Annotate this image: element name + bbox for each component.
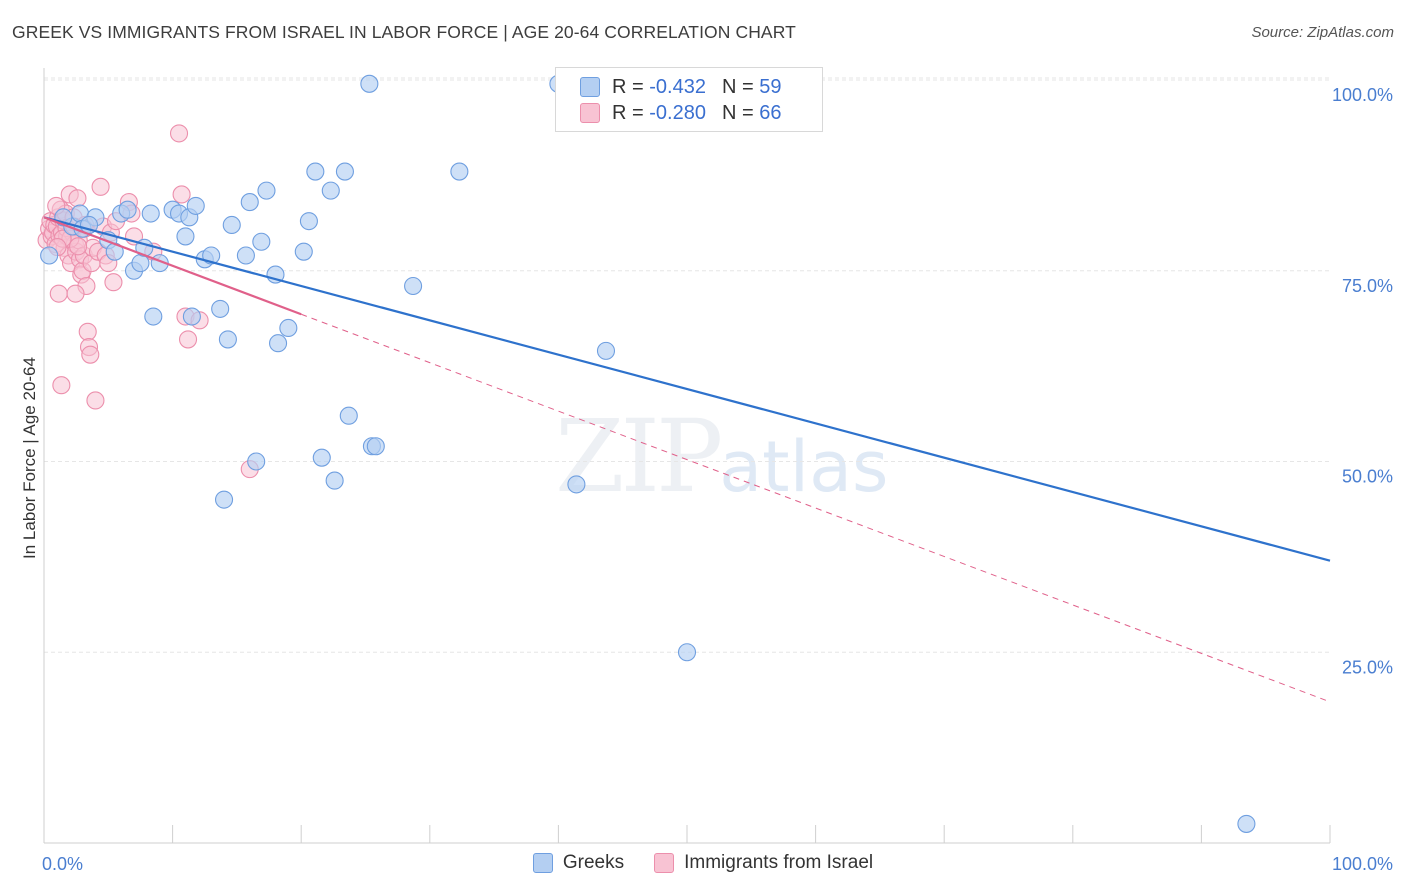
greek-point [247, 452, 266, 471]
greeks-legend-label: Greeks [562, 852, 625, 873]
trend-lines [43, 216, 1331, 703]
greek-point [40, 246, 59, 265]
israel-point [91, 177, 110, 196]
israel-point [86, 391, 105, 410]
legend-row-greeks: R = -0.432 N = 59 [580, 74, 781, 100]
greeks-r-label: R = [612, 75, 644, 98]
axes [43, 68, 1331, 844]
israel-point [81, 345, 100, 364]
israel-point [78, 322, 97, 341]
greek-point [252, 232, 271, 251]
greek-point [186, 196, 205, 215]
greeks-n-label: N = [721, 75, 754, 98]
greeks-n-value: 59 [759, 75, 782, 98]
greek-point [306, 162, 325, 181]
greek-point [222, 215, 241, 235]
greek-point [366, 437, 385, 456]
greek-point [176, 227, 195, 246]
greek-point [141, 204, 160, 223]
y-axis-title: In Labor Force | Age 20-64 [20, 357, 39, 559]
greek-point [131, 254, 150, 273]
greek-point [339, 406, 358, 425]
tick-labels: 25.0% 50.0% 75.0% 100.0% 0.0% 100.0% [42, 85, 1393, 874]
y-tick-label-3: 100.0% [1332, 85, 1393, 105]
greek-point [1237, 814, 1256, 833]
greek-point [596, 341, 616, 360]
chart-source: Source: ZipAtlas.com [1251, 24, 1394, 41]
greek-point [118, 200, 137, 219]
greek-point [299, 212, 318, 231]
series-legend: Greeks Immigrants from Israel [0, 852, 1406, 874]
israel-point [169, 124, 189, 143]
israel-point [52, 376, 71, 395]
israel-n-value: 66 [759, 101, 782, 124]
greeks-trend-line [43, 216, 1331, 562]
greek-points [40, 74, 1256, 833]
israel-r-label: R = [612, 101, 644, 124]
israel-legend-swatch [654, 853, 675, 873]
zipatlas-watermark: ZIPatlas [555, 398, 888, 515]
israel-point [69, 237, 88, 256]
greek-point [321, 181, 340, 200]
y-tick-label-1: 50.0% [1342, 467, 1393, 487]
watermark-atlas: atlas [719, 426, 889, 508]
watermark-zip: ZIP [555, 398, 723, 515]
greek-point [279, 318, 298, 338]
israel-point [172, 185, 191, 204]
israel-point [68, 189, 87, 208]
greek-point [325, 471, 344, 490]
israel-point [178, 330, 198, 349]
greeks-r-value: -0.432 [649, 75, 706, 98]
correlation-legend: R = -0.432 N = 59 R = -0.280 N = 66 [555, 67, 823, 132]
legend-item-israel[interactable]: Immigrants from Israel [654, 852, 873, 874]
greek-point [312, 448, 331, 467]
greek-point [360, 74, 379, 93]
israel-trend-line-solid [43, 216, 302, 316]
greek-point [269, 334, 288, 353]
greek-point [240, 193, 259, 212]
greek-point [567, 475, 586, 494]
israel-trend-line-dashed [301, 313, 1331, 703]
legend-item-greeks[interactable]: Greeks [532, 852, 625, 874]
israel-point [66, 284, 85, 303]
greek-point [404, 276, 423, 296]
israel-legend-label: Immigrants from Israel [684, 852, 874, 873]
greek-point [450, 162, 469, 181]
chart-title: GREEK VS IMMIGRANTS FROM ISRAEL IN LABOR… [12, 22, 796, 42]
greek-point [218, 330, 237, 349]
israel-point [104, 273, 123, 292]
greek-point [294, 242, 313, 261]
greek-point [257, 181, 276, 200]
greek-point [182, 307, 201, 326]
x-tick-label-0: 0.0% [42, 854, 83, 874]
greek-point [214, 490, 234, 509]
greek-point [335, 162, 354, 181]
israel-swatch [580, 103, 600, 123]
legend-row-israel: R = -0.280 N = 66 [580, 100, 781, 126]
greek-point [144, 307, 163, 326]
greeks-legend-swatch [532, 853, 553, 873]
x-tick-label-1: 100.0% [1332, 854, 1393, 874]
grid-lines [44, 77, 1330, 653]
israel-n-label: N = [721, 101, 754, 124]
greeks-swatch [580, 77, 600, 97]
y-tick-label-2: 75.0% [1342, 276, 1393, 296]
israel-point [49, 284, 68, 303]
greek-point [236, 246, 255, 265]
greek-point [211, 299, 230, 318]
y-tick-label-0: 25.0% [1342, 657, 1393, 677]
israel-r-value: -0.280 [649, 101, 706, 124]
israel-points [37, 124, 259, 479]
greek-point [677, 643, 697, 662]
